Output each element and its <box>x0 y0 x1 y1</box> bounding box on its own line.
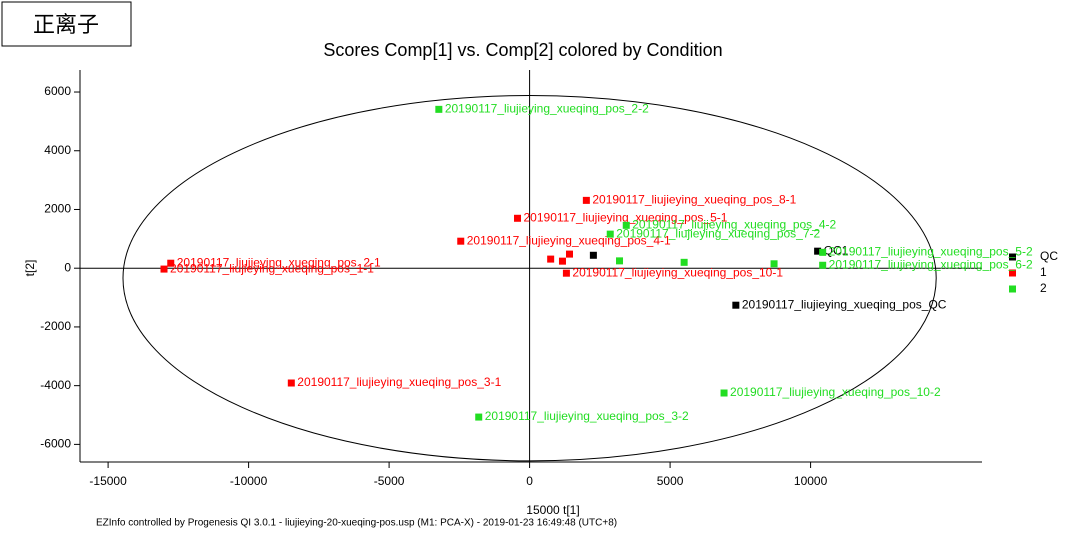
chart-title: Scores Comp[1] vs. Comp[2] colored by Co… <box>323 40 722 60</box>
point <box>606 230 614 238</box>
legend-swatch <box>1009 269 1016 277</box>
x-tick-label: 0 <box>526 474 533 488</box>
point <box>547 255 555 263</box>
point <box>814 247 822 255</box>
legend-label: QC <box>1040 249 1058 263</box>
x-tick-label: -10000 <box>230 474 268 488</box>
point-label: 20190117_liujieying_xueqing_pos_6-2 <box>829 257 1033 271</box>
point-label: 20190117_liujieying_xueqing_pos_3-1 <box>297 375 501 389</box>
x-tick-label: -5000 <box>374 474 405 488</box>
point-label: 20190117_liujieying_xueqing_pos_QC <box>742 297 947 311</box>
point <box>167 259 175 267</box>
legend-swatch <box>1009 253 1016 261</box>
y-tick-label: -4000 <box>40 378 71 392</box>
point <box>475 413 483 421</box>
point <box>435 105 443 113</box>
point-label: 20190117_liujieying_xueqing_pos_3-2 <box>485 409 689 423</box>
point <box>720 389 728 397</box>
y-tick-label: 4000 <box>44 143 71 157</box>
point-label: QC1 <box>824 243 849 257</box>
point <box>616 257 624 265</box>
x-tick-label: 10000 <box>794 474 828 488</box>
point <box>287 379 295 387</box>
x-tick-label: 5000 <box>657 474 684 488</box>
footer: EZInfo controlled by Progenesis QI 3.0.1… <box>96 518 617 529</box>
y-tick-label: 6000 <box>44 84 71 98</box>
point <box>558 257 566 265</box>
y-axis-label: t[2] <box>23 260 37 277</box>
point <box>589 251 597 259</box>
point-label: 20190117_liujieying_xueqing_pos_8-1 <box>592 193 796 207</box>
point-label: 20190117_liujieying_xueqing_pos_5-2 <box>829 245 1033 259</box>
point-label: 20190117_liujieying_xueqing_pos_5-1 <box>524 210 728 224</box>
point-label: 20190117_liujieying_xueqing_pos_2-2 <box>445 102 649 116</box>
badge: 正离子 <box>33 12 99 37</box>
point <box>770 260 778 268</box>
point <box>514 214 522 222</box>
point <box>622 221 630 229</box>
point-label: 20190117_liujieying_xueqing_pos_7-2 <box>616 226 820 240</box>
legend-swatch <box>1009 285 1016 293</box>
point <box>819 261 827 269</box>
point-label: 20190117_liujieying_xueqing_pos_4-2 <box>632 218 836 232</box>
point <box>457 237 465 245</box>
point <box>565 250 573 258</box>
y-tick-label: 0 <box>64 260 71 274</box>
point <box>582 196 590 204</box>
legend-label: 1 <box>1040 265 1047 279</box>
hotelling-ellipse <box>122 95 937 462</box>
y-tick-label: -6000 <box>40 437 71 451</box>
point <box>819 248 827 256</box>
y-tick-label: -2000 <box>40 319 71 333</box>
point <box>562 269 570 277</box>
legend-label: 2 <box>1040 281 1047 295</box>
point-label: 20190117_liujieying_xueqing_pos_1-1 <box>170 261 374 275</box>
point-label: 20190117_liujieying_xueqing_pos_4-1 <box>467 233 671 247</box>
point-label: 20190117_liujieying_xueqing_pos_10-1 <box>572 265 783 279</box>
point-label: 20190117_liujieying_xueqing_pos_10-2 <box>730 385 941 399</box>
point <box>680 258 688 266</box>
badge-box <box>1 1 132 47</box>
point-label: 20190117_liujieying_xueqing_pos_2-1 <box>177 255 381 269</box>
y-tick-label: 2000 <box>44 202 71 216</box>
x-axis-label: 15000 t[1] <box>526 503 579 517</box>
point <box>732 301 740 309</box>
x-tick-label: -15000 <box>89 474 127 488</box>
point <box>160 265 168 273</box>
